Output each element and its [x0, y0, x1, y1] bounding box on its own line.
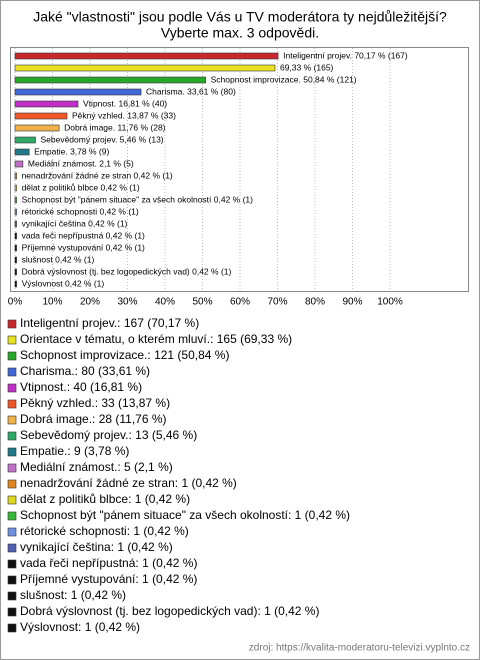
- x-tick-label: 70%: [267, 297, 287, 308]
- bar: [14, 268, 17, 276]
- legend-swatch: [7, 351, 17, 361]
- legend-swatch: [7, 367, 17, 377]
- bar: [14, 172, 17, 180]
- legend-label: Dobrá výslovnost (tj. bez logopedických …: [20, 604, 319, 618]
- value-label: Empatie. 3,78 % (9): [34, 146, 109, 156]
- legend-swatch: [7, 559, 17, 569]
- legend-label: Empatie.: 9 (3,78 %): [20, 444, 129, 458]
- x-tick-label: 10%: [42, 297, 62, 308]
- bar: [14, 148, 30, 156]
- value-label: nenadržování žádné ze stran 0,42 % (1): [22, 170, 173, 180]
- legend-label: vada řeči nepřípustná: 1 (0,42 %): [20, 556, 197, 570]
- value-label: Schopnost improvizace. 50,84 % (121): [211, 74, 357, 84]
- legend-swatch: [7, 335, 17, 345]
- bar: [14, 256, 17, 264]
- legend-label: slušnost: 1 (0,42 %): [20, 588, 126, 602]
- value-label: Příjemné vystupování 0,42 % (1): [22, 242, 145, 252]
- bar: [14, 232, 17, 240]
- x-tick-label: 50%: [192, 297, 212, 308]
- x-tick-label: 0%: [8, 297, 23, 308]
- legend-swatch: [7, 623, 17, 633]
- bar: [14, 76, 206, 84]
- legend-label: Schopnost improvizace.: 121 (50,84 %): [20, 348, 229, 362]
- legend-swatch: [7, 479, 17, 489]
- value-label: Výslovnost 0,42 % (1): [22, 278, 105, 288]
- value-label: rétorické schopnosti 0,42 % (1): [22, 206, 139, 216]
- x-tick-label: 90%: [342, 297, 362, 308]
- bar: [14, 184, 17, 192]
- plot-area: [10, 47, 469, 292]
- legend-label: rétorické schopnosti: 1 (0,42 %): [20, 524, 189, 538]
- legend-label: Výslovnost: 1 (0,42 %): [20, 620, 140, 634]
- value-label: dělat z politiků blbce 0,42 % (1): [22, 182, 140, 192]
- x-tick-label: 100%: [377, 297, 403, 308]
- chart-subtitle: Vyberte max. 3 odpovědi.: [161, 25, 319, 41]
- legend-swatch: [7, 383, 17, 393]
- x-tick-label: 20%: [80, 297, 100, 308]
- legend-label: vynikající čeština: 1 (0,42 %): [20, 540, 173, 554]
- value-label: Sebevědomý projev. 5,46 % (13): [40, 134, 163, 144]
- legend-label: Vtipnost.: 40 (16,81 %): [20, 380, 142, 394]
- legend-label: Sebevědomý projev.: 13 (5,46 %): [20, 428, 197, 442]
- legend-swatch: [7, 495, 17, 505]
- value-label: Pěkný vzhled. 13,87 % (33): [72, 110, 176, 120]
- bar: [14, 244, 17, 252]
- legend-swatch: [7, 591, 17, 601]
- bar: [14, 136, 36, 144]
- bar: [14, 124, 60, 132]
- bar: [14, 280, 17, 288]
- x-tick-label: 30%: [117, 297, 137, 308]
- legend-label: Inteligentní projev.: 167 (70,17 %): [20, 316, 199, 330]
- legend-label: Pěkný vzhled.: 33 (13,87 %): [20, 396, 170, 410]
- legend-swatch: [7, 447, 17, 457]
- legend-swatch: [7, 543, 17, 553]
- value-label: Schopnost být "pánem situace" za všech o…: [22, 194, 254, 204]
- legend-swatch: [7, 319, 17, 329]
- x-tick-label: 40%: [155, 297, 175, 308]
- legend-label: Mediální známost.: 5 (2,1 %): [20, 460, 173, 474]
- value-label: vynikající čeština 0,42 % (1): [22, 218, 128, 228]
- chart-title: Jaké "vlastnosti" jsou podle Vás u TV mo…: [33, 9, 447, 25]
- legend-label: Příjemné vystupování: 1 (0,42 %): [20, 572, 197, 586]
- bar: [14, 52, 279, 60]
- legend-label: Charisma.: 80 (33,61 %): [20, 364, 150, 378]
- legend-swatch: [7, 527, 17, 537]
- legend-label: Dobrá image.: 28 (11,76 %): [20, 412, 167, 426]
- bar: [14, 208, 17, 216]
- legend-label: dělat z politiků blbce: 1 (0,42 %): [20, 492, 190, 506]
- x-tick-label: 80%: [305, 297, 325, 308]
- value-label: vada řeči nepřípustná 0,42 % (1): [22, 230, 145, 240]
- bar: [14, 88, 142, 96]
- bar: [14, 64, 276, 72]
- bar: [14, 100, 79, 108]
- legend-swatch: [7, 431, 17, 441]
- legend-label: nenadržování žádné ze stran: 1 (0,42 %): [20, 476, 237, 490]
- source: zdroj: https://kvalita-moderatoru-televi…: [249, 643, 470, 654]
- value-label: slušnost 0,42 % (1): [22, 254, 95, 264]
- legend-label: Orientace v tématu, o kterém mluví.: 165…: [20, 332, 292, 346]
- bar: [14, 220, 17, 228]
- value-label: 69,33 % (165): [280, 62, 334, 72]
- value-label: Dobrá výslovnost (tj. bez logopedických …: [22, 266, 232, 276]
- legend-swatch: [7, 399, 17, 409]
- legend-swatch: [7, 463, 17, 473]
- legend-swatch: [7, 575, 17, 585]
- bar: [14, 112, 68, 120]
- legend-swatch: [7, 511, 17, 521]
- x-tick-label: 60%: [230, 297, 250, 308]
- bar: [14, 196, 17, 204]
- legend-label: Schopnost být "pánem situace" za všech o…: [20, 508, 350, 522]
- value-label: Dobrá image. 11,76 % (28): [64, 122, 166, 132]
- value-label: Vtipnost. 16,81 % (40): [83, 98, 167, 108]
- legend-swatch: [7, 607, 17, 617]
- value-label: Mediální známost. 2,1 % (5): [28, 158, 134, 168]
- legend-swatch: [7, 415, 17, 425]
- value-label: Inteligentní projev. 70,17 % (167): [283, 50, 408, 60]
- value-label: Charisma. 33,61 % (80): [146, 86, 236, 96]
- bar: [14, 160, 24, 168]
